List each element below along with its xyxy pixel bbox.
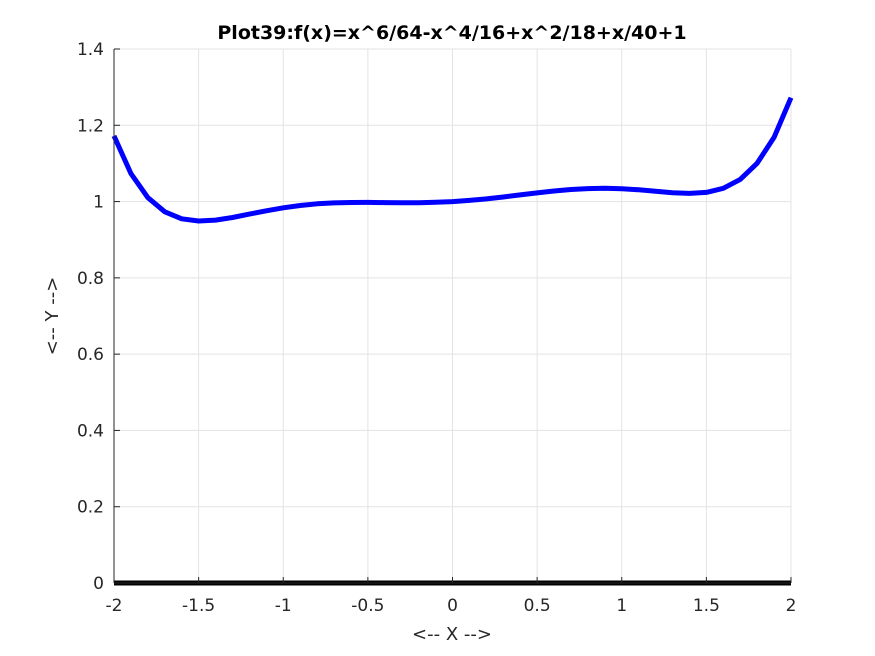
y-tick-label: 0.2: [77, 498, 104, 518]
y-tick-label: 1: [93, 193, 104, 213]
x-tick-label: -0.5: [351, 596, 384, 616]
x-tick-label: 2: [786, 596, 797, 616]
y-tick-label: 0.6: [77, 345, 104, 365]
x-tick-labels: -2 -1.5 -1 -0.5 0 0.5 1 1.5 2: [106, 596, 797, 616]
y-tick-label: 1.4: [77, 40, 104, 60]
y-axis-label: <-- Y -->: [42, 277, 63, 356]
y-tick-label: 1.2: [77, 116, 104, 136]
y-tick-label: 0.8: [77, 269, 104, 289]
y-tick-label: 0.4: [77, 421, 104, 441]
y-tick-labels: 0 0.2 0.4 0.6 0.8 1 1.2 1.4: [77, 40, 104, 594]
x-tick-label: -2: [106, 596, 123, 616]
x-tick-label: 1: [616, 596, 627, 616]
y-tick-label: 0: [93, 574, 104, 594]
x-tick-label: 0.5: [524, 596, 551, 616]
x-tick-label: 0: [447, 596, 458, 616]
axes: [113, 48, 792, 584]
chart-title: Plot39:f(x)=x^6/64-x^4/16+x^2/18+x/40+1: [217, 22, 686, 44]
series-line-f: [111, 96, 794, 224]
x-tick-label: -1: [275, 596, 292, 616]
x-axis-label: <-- X -->: [412, 624, 492, 645]
grid: [113, 48, 792, 584]
x-tick-label: 1.5: [693, 596, 720, 616]
x-tick-label: -1.5: [182, 596, 215, 616]
